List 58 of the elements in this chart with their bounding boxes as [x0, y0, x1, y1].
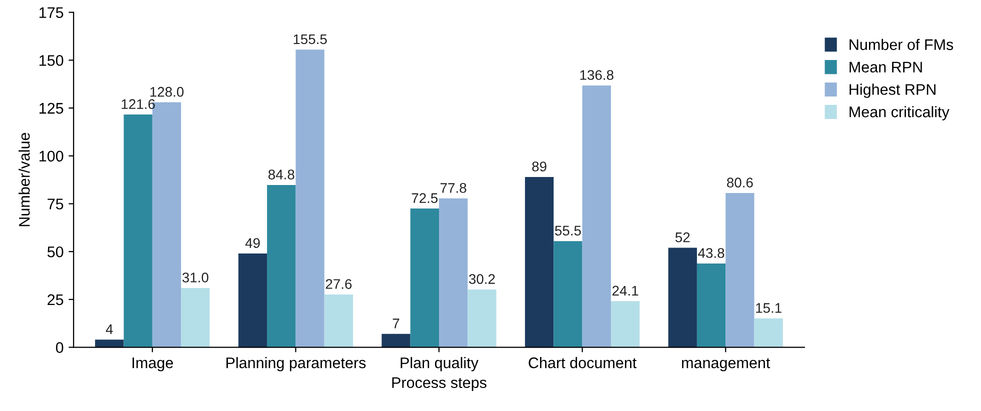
data-label: 72.5 — [412, 193, 438, 203]
y-tick-label: 100 — [40, 150, 64, 162]
data-label: 49 — [245, 238, 260, 248]
data-label: 24.1 — [612, 286, 638, 296]
x-tick-label: management — [682, 358, 770, 372]
bar — [410, 208, 439, 348]
bar — [296, 50, 324, 348]
data-label: 15.1 — [756, 303, 782, 313]
data-label: 84.8 — [268, 170, 294, 180]
data-label: 4 — [106, 324, 113, 334]
bar — [610, 301, 640, 348]
data-label: 52 — [675, 232, 690, 242]
bar — [324, 294, 354, 348]
y-tick-label: 125 — [40, 102, 64, 114]
x-tick-label: Chart document — [528, 357, 637, 368]
y-tick-label: 175 — [40, 7, 64, 18]
data-label: 155.5 — [294, 34, 327, 44]
bar — [124, 114, 152, 348]
x-tick-label: Planning parameters — [226, 357, 366, 372]
bar — [382, 334, 410, 348]
data-label: 128.0 — [150, 86, 184, 97]
bar — [726, 193, 754, 348]
data-label: 7 — [392, 318, 400, 328]
bar — [181, 288, 210, 348]
data-label: 43.8 — [698, 248, 724, 258]
bar — [468, 289, 496, 348]
bar — [668, 248, 697, 348]
y-tick-label: 50 — [47, 246, 64, 258]
data-label: 80.6 — [727, 178, 753, 188]
x-tick-label: Plan quality — [400, 357, 478, 372]
bar — [554, 241, 582, 348]
y-tick-label: 25 — [48, 294, 64, 306]
data-label: 121.6 — [122, 99, 155, 110]
y-axis-title: Number/value — [18, 132, 30, 226]
legend-label: Mean criticality — [850, 106, 950, 120]
data-label: 89 — [532, 162, 546, 172]
y-tick-label: 0 — [56, 342, 64, 353]
legend-label: Number of FMs — [850, 38, 954, 50]
data-label: 77.8 — [440, 183, 466, 193]
legend-label: Highest RPN — [850, 84, 936, 98]
bar — [582, 85, 611, 348]
data-label: 136.8 — [580, 70, 614, 80]
bar — [696, 263, 726, 348]
data-label: 30.2 — [469, 274, 495, 284]
x-axis-title: Process steps — [392, 377, 486, 392]
data-label: 31.0 — [182, 272, 208, 282]
y-tick-label: 75 — [48, 198, 64, 210]
bar — [95, 340, 124, 348]
bar — [524, 176, 554, 348]
bar — [438, 198, 468, 348]
bar — [267, 184, 296, 348]
bar — [754, 318, 783, 348]
bar — [238, 254, 268, 348]
legend-label: Mean RPN — [850, 62, 922, 72]
y-tick-label: 150 — [40, 55, 64, 66]
data-label: 27.6 — [326, 279, 352, 289]
data-label: 55.5 — [555, 226, 581, 236]
x-tick-label: Image — [132, 358, 173, 372]
